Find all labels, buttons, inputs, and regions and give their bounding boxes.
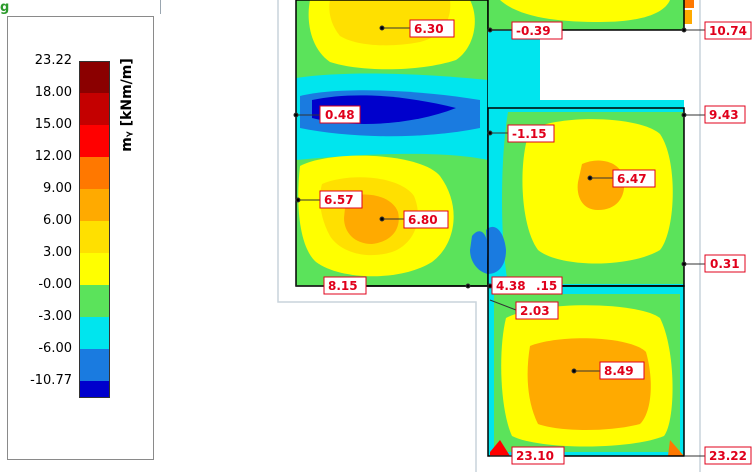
legend-swatch	[79, 285, 110, 317]
legend-swatch	[79, 93, 110, 125]
value-label: 0.48	[325, 108, 355, 122]
leader-lines	[293, 25, 705, 457]
value-label: 4.38	[496, 279, 526, 293]
value-label: 23.10	[516, 449, 554, 463]
value-label: 8.15	[328, 279, 358, 293]
legend-swatch	[79, 253, 110, 285]
value-label: 2.03	[520, 304, 550, 318]
legend-swatch	[79, 381, 110, 398]
legend-value: 15.00	[34, 117, 72, 132]
slab-top-left	[295, 0, 489, 287]
legend-value: 9.00	[43, 181, 72, 196]
legend-swatch	[79, 125, 110, 157]
panel-separator	[160, 0, 161, 14]
legend-swatch	[79, 61, 110, 93]
legend-swatch	[79, 349, 110, 381]
value-label: 8.49	[604, 364, 634, 378]
legend-value: -3.00	[38, 309, 72, 324]
legend-swatch	[79, 317, 110, 349]
legend-bar-outline	[79, 61, 110, 398]
value-label: -1.15	[512, 127, 547, 141]
legend-swatch	[79, 157, 110, 189]
value-label: .15	[536, 279, 557, 293]
color-legend: mᵧ [kNm/m] 23.22 18.00 15.00 12.00 9.00 …	[7, 16, 154, 460]
value-label: 6.47	[617, 172, 647, 186]
value-labels: 6.30 -0.39 10.74 0.48 9.43 -1.15 6.47 6.…	[319, 19, 752, 465]
legend-value: -6.00	[38, 341, 72, 356]
legend-value: 12.00	[34, 149, 72, 164]
legend-swatch	[79, 221, 110, 253]
legend-value: 6.00	[43, 213, 72, 228]
legend-value: -0.00	[38, 277, 72, 292]
legend-value: 23.22	[34, 53, 72, 68]
value-label: 9.43	[709, 108, 739, 122]
value-label: -0.39	[516, 24, 551, 38]
value-label: 6.57	[324, 193, 354, 207]
panel-header-fragment: g	[0, 0, 10, 15]
value-label: 23.22	[709, 449, 747, 463]
legend-value: 18.00	[34, 85, 72, 100]
legend-swatch	[79, 189, 110, 221]
value-label: 6.30	[414, 22, 444, 36]
value-label: 6.80	[408, 213, 438, 227]
value-label: 0.31	[710, 257, 740, 271]
slab-top-right	[486, 0, 694, 287]
legend-value: -10.77	[30, 373, 72, 388]
legend-value: 3.00	[43, 245, 72, 260]
value-label: 10.74	[709, 24, 747, 38]
